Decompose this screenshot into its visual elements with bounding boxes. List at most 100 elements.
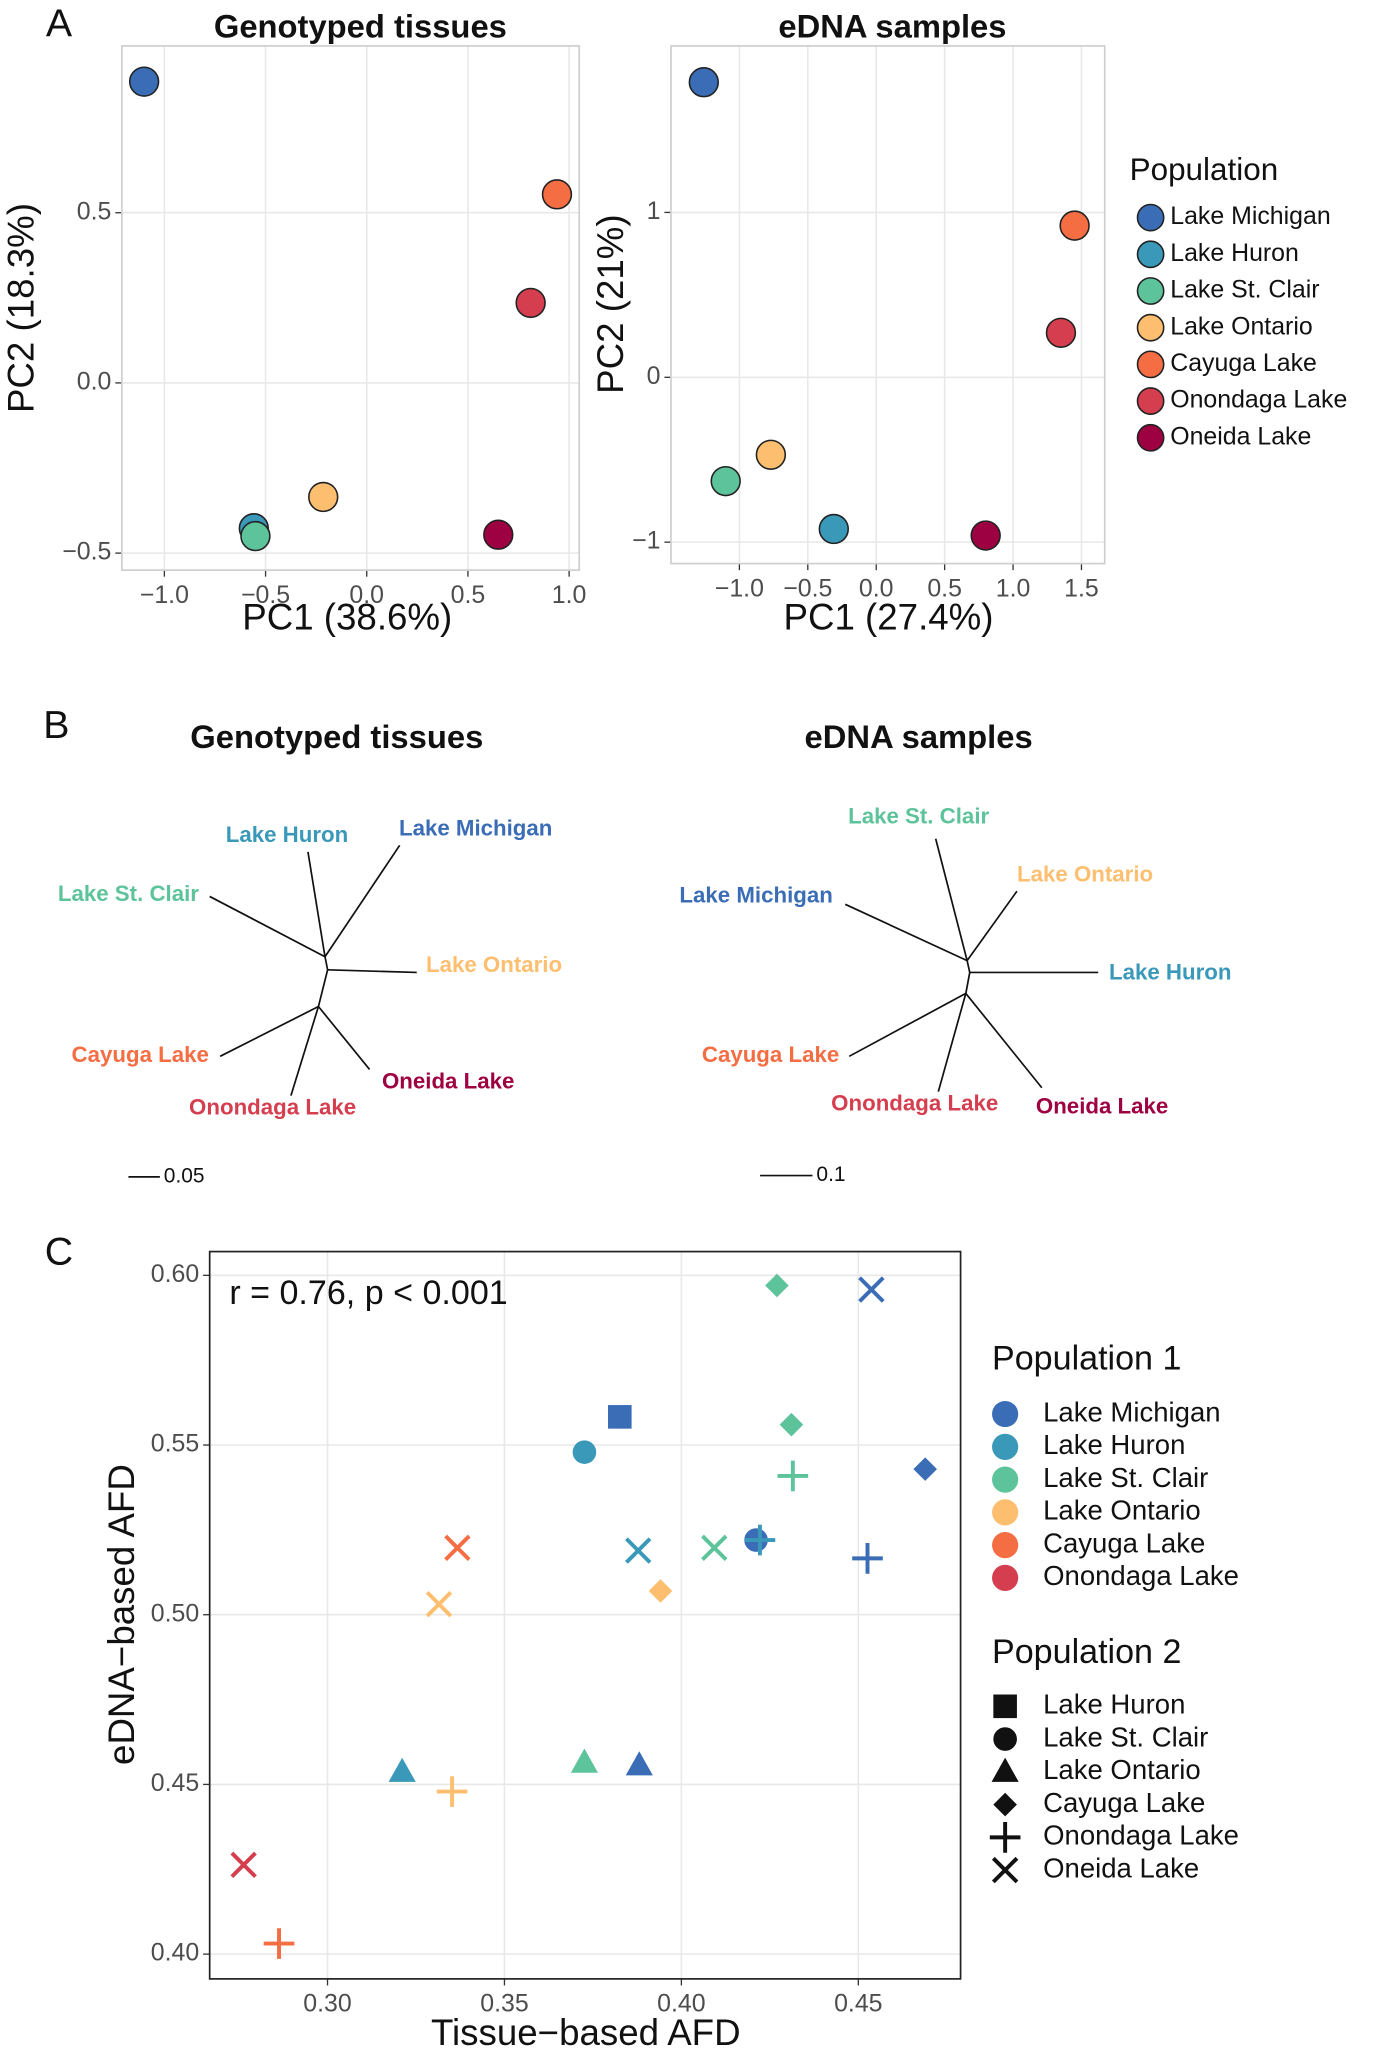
legend-label: Lake Michigan [1170, 202, 1330, 230]
scale-label: 0.05 [164, 1164, 205, 1187]
legend-label: Lake Michigan [1043, 1396, 1220, 1427]
marker [608, 1405, 632, 1429]
tip-label: Lake Michigan [399, 815, 552, 840]
tree-branch [307, 851, 326, 957]
legend-label: Lake Huron [1170, 239, 1299, 267]
legend-title: Population [1130, 152, 1279, 187]
marker [858, 1276, 885, 1303]
legend-label: Oneida Lake [1043, 1852, 1199, 1883]
marker [308, 481, 339, 513]
y-axis-label: PC2 (18.3%) [0, 203, 41, 413]
x-tick-label: 0.40 [657, 1990, 705, 2018]
panel-background [121, 45, 580, 571]
legend-label: Lake St. Clair [1170, 276, 1319, 304]
tip-label: Lake St. Clair [848, 804, 989, 829]
x-tick-label: 1.0 [552, 581, 587, 609]
tip-label: Lake Huron [226, 822, 348, 847]
tip-label: Onondaga Lake [831, 1091, 998, 1116]
legend-swatch [992, 1499, 1019, 1526]
panel-border [121, 45, 581, 571]
tip-label: Oneida Lake [382, 1068, 514, 1093]
legend-label: Cayuga Lake [1043, 1787, 1205, 1818]
x-tick-label: 0.5 [927, 574, 962, 602]
x-tick-label: −1.0 [715, 574, 764, 602]
marker [128, 66, 160, 97]
legend-label: Lake Huron [1043, 1689, 1185, 1720]
tree-branch [209, 895, 326, 958]
y-tick-label: −1 [632, 527, 660, 555]
tree-branch [317, 969, 329, 1007]
annotation: r = 0.76, p < 0.001 [229, 1274, 507, 1312]
marker [777, 1460, 809, 1492]
legend-swatch [991, 1856, 1019, 1884]
marker [572, 1440, 597, 1464]
x-tick-label: −1.0 [140, 581, 189, 609]
legend-swatch [992, 1433, 1019, 1460]
legend-swatch [992, 1466, 1019, 1493]
tip-label: Cayuga Lake [702, 1042, 839, 1067]
tree-branch [324, 956, 329, 970]
tree-branch [937, 993, 967, 1092]
legend-swatch [1136, 277, 1165, 305]
legend-swatch [989, 1822, 1021, 1853]
panel-letter: C [45, 1230, 73, 1274]
legend-label: Lake St. Clair [1043, 1721, 1208, 1752]
legend-title: Population 2 [992, 1633, 1181, 1671]
y-axis-label: PC2 (21%) [590, 214, 631, 393]
marker [444, 1534, 471, 1562]
tree-branch [848, 992, 967, 1058]
y-tick-label: 0.5 [77, 197, 112, 225]
marker [765, 1273, 789, 1298]
tree-branch [966, 960, 971, 973]
tree-branch [964, 972, 971, 994]
marker [1059, 210, 1090, 241]
y-tick-label: 0.0 [77, 367, 112, 395]
y-tick-label: 0.50 [151, 1599, 199, 1627]
marker [710, 465, 741, 497]
x-tick-label: 0.5 [451, 581, 486, 609]
marker [570, 1748, 598, 1773]
legend-label: Lake Ontario [1043, 1495, 1201, 1526]
marker [701, 1534, 728, 1562]
y-tick-label: 0.55 [151, 1430, 199, 1458]
tip-label: Lake Michigan [679, 882, 832, 907]
legend-label: Lake Huron [1043, 1429, 1185, 1460]
marker [744, 1524, 776, 1556]
scale-label: 0.1 [816, 1163, 845, 1186]
tip-label: Onondaga Lake [189, 1095, 356, 1120]
tree-branch [844, 903, 968, 962]
y-tick-label: 0.45 [151, 1769, 199, 1797]
marker [515, 287, 546, 319]
panel-letter: B [43, 703, 69, 747]
tree-branch [965, 992, 1043, 1089]
legend-label: Onondaga Lake [1043, 1820, 1239, 1851]
tip-label: Cayuga Lake [72, 1042, 209, 1067]
legend-swatch [992, 1564, 1019, 1591]
marker [1045, 317, 1077, 348]
marker [818, 513, 849, 545]
legend-label: Onondaga Lake [1170, 386, 1347, 414]
tip-label: Lake St. Clair [58, 881, 199, 906]
marker [425, 1591, 453, 1618]
tree-branch [966, 890, 1018, 962]
x-tick-label: 1.5 [1064, 574, 1099, 602]
tip-label: Oneida Lake [1036, 1093, 1168, 1118]
marker [970, 520, 1001, 551]
legend-swatch [993, 1792, 1017, 1817]
chart-title: eDNA samples [778, 8, 1006, 45]
marker [230, 1851, 257, 1879]
legend-label: Onondaga Lake [1043, 1560, 1239, 1591]
marker [852, 1543, 883, 1574]
chart-title: Genotyped tissues [214, 8, 507, 45]
y-tick-label: 0 [647, 362, 661, 390]
legend-swatch [993, 1727, 1017, 1751]
legend-swatch [1136, 423, 1165, 452]
y-tick-label: 0.40 [151, 1939, 199, 1967]
legend-swatch [992, 1400, 1019, 1428]
marker [436, 1776, 468, 1807]
tip-label: Lake Ontario [1017, 861, 1153, 886]
y-tick-label: 0.60 [151, 1260, 199, 1288]
tip-label: Lake Huron [1109, 960, 1231, 985]
marker [625, 1751, 653, 1776]
